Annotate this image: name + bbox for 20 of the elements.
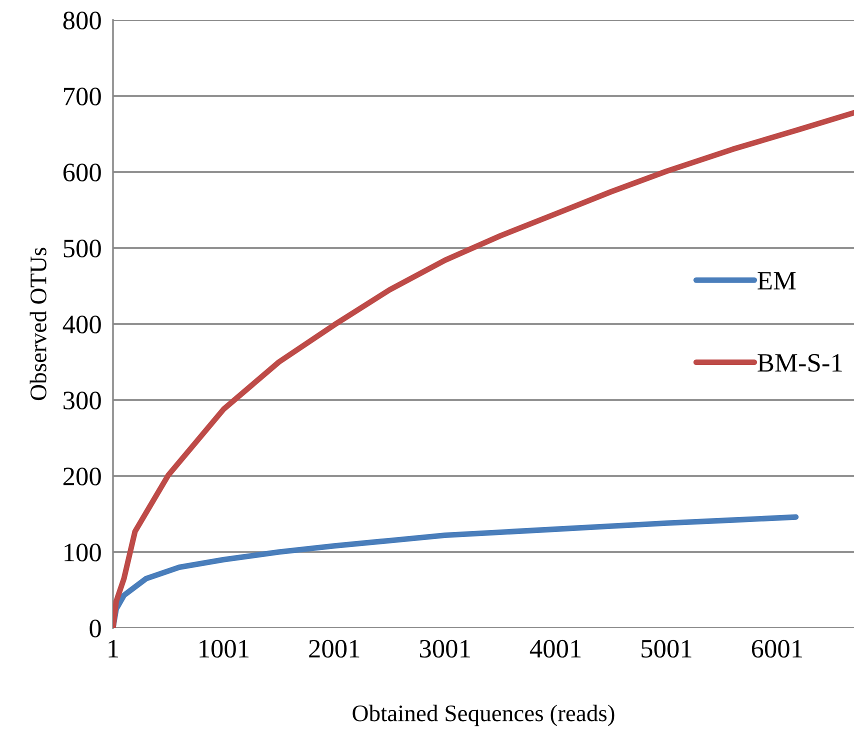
x-tick-label: 4001 (530, 640, 581, 658)
y-tick-label: 300 (64, 392, 101, 410)
x-tick-label: 3001 (420, 640, 470, 658)
y-tick-label: 200 (63, 468, 101, 486)
x-tick-label: 1 (108, 640, 118, 658)
legend-label: EM (758, 272, 796, 290)
y-tick-label: 800 (63, 12, 101, 30)
legend-label: BM-S-1 (758, 354, 842, 372)
y-tick-label: 500 (64, 240, 101, 258)
y-tick-label: 100 (64, 544, 101, 562)
y-tick-label: 700 (64, 88, 101, 106)
x-axis-title: Obtained Sequences (reads) (352, 704, 614, 726)
x-tick-label: 6001 (752, 640, 802, 658)
x-tick-label: 5001 (642, 640, 692, 658)
y-tick-label: 600 (63, 164, 101, 182)
x-tick-label: 1001 (200, 640, 248, 658)
y-tick-label: 0 (90, 620, 101, 638)
x-tick-label: 2001 (309, 640, 360, 658)
y-axis-title: Observed OTUs (30, 248, 46, 400)
y-tick-label: 400 (62, 316, 101, 334)
